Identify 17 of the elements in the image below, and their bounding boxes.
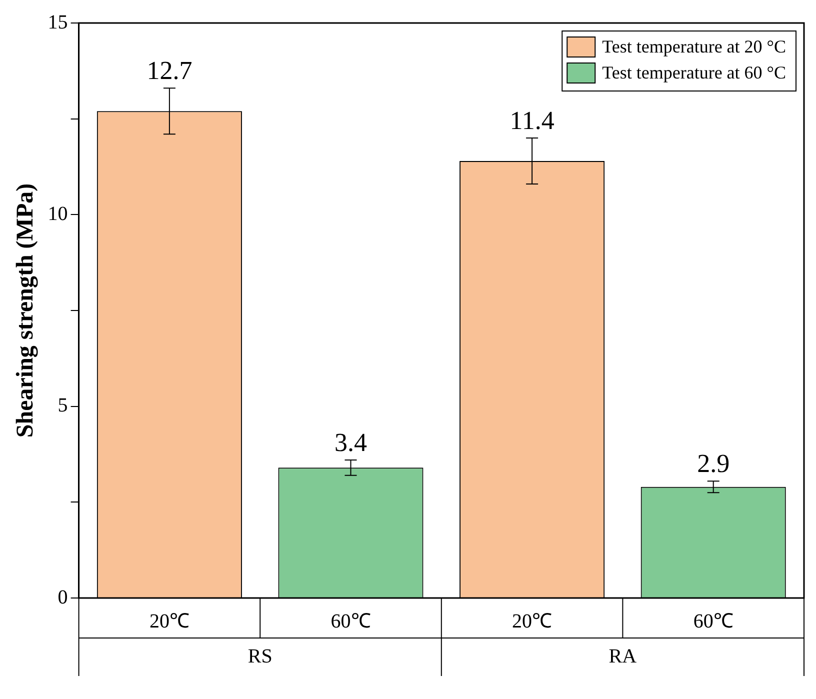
data-label: 2.9 xyxy=(697,448,730,478)
text: RS xyxy=(248,645,272,668)
x-tick-label: 60℃ xyxy=(330,610,371,632)
text: RA xyxy=(608,645,638,668)
y-axis-title: Shearing strength (MPa) xyxy=(12,183,39,438)
x-tick-label: 20℃ xyxy=(149,610,190,632)
y-tick-label: 5 xyxy=(58,394,68,417)
y-tick-label: 0 xyxy=(58,586,68,608)
x-tick-label: 20℃ xyxy=(512,610,552,632)
y-tick-label: 10 xyxy=(48,202,68,225)
x-tick-label: 60℃ xyxy=(693,610,734,632)
y-tick-label: 15 xyxy=(48,11,68,34)
data-label: 11.4 xyxy=(510,106,554,135)
legend-label: Test temperature at 60 °C xyxy=(602,62,786,83)
legend-label: Test temperature at 20 °C xyxy=(602,36,786,57)
data-label: 3.4 xyxy=(334,428,367,457)
data-label: 12.7 xyxy=(146,56,192,85)
